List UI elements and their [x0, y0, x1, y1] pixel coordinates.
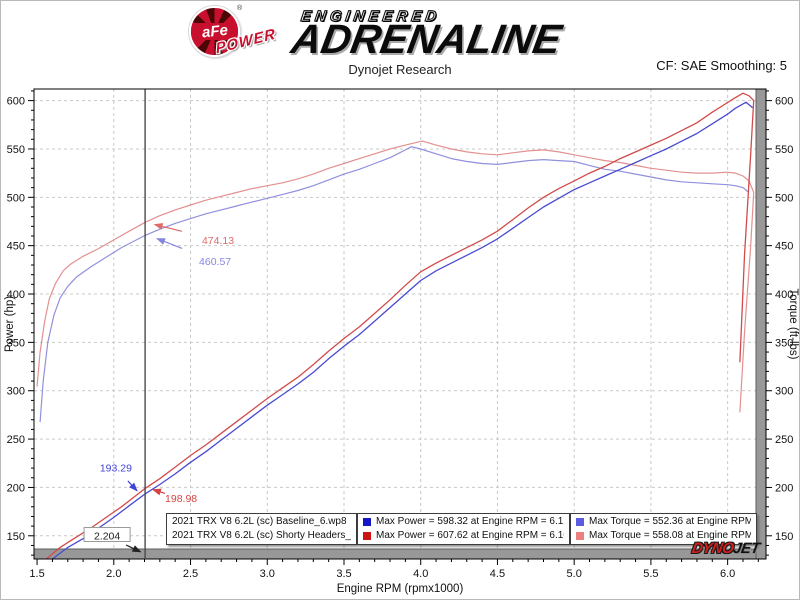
y-tick-label-right: 300 [775, 386, 793, 398]
legend-max-power-baseline: Max Power = 598.32 at Engine RPM = 6.12 [363, 515, 564, 529]
y-tick-label-right: 350 [775, 337, 793, 349]
legend-run-name-baseline: 2021 TRX V8 6.2L (sc) Baseline_6.wp8 [172, 516, 347, 527]
dynojet-logo-dyno: DYNO [690, 540, 735, 557]
legend-max-power-baseline-text: Max Power = 598.32 at Engine RPM = 6.12 [376, 516, 564, 527]
y-tick-label-left: 300 [7, 386, 25, 398]
legend: 2021 TRX V8 6.2L (sc) Baseline_6.wp8 202… [166, 513, 757, 545]
legend-max-power: Max Power = 598.32 at Engine RPM = 6.12 … [357, 513, 570, 545]
left-axis-title: Power (hp) [4, 296, 16, 352]
y-tick-label-left: 150 [7, 531, 25, 543]
x-tick-label: 2.0 [106, 568, 121, 580]
x-tick-label: 3.0 [260, 568, 275, 580]
dynojet-logo-jet: JET [731, 540, 761, 557]
annotation-label: 193.29 [100, 462, 132, 474]
smoothing-setting-label: CF: SAE Smoothing: 5 [656, 58, 787, 73]
annotation-arrow [125, 544, 142, 553]
x-axis-title: Engine RPM (rpmx1000) [337, 583, 464, 595]
torque-shorty-curve [36, 140, 755, 413]
torque-baseline-swatch [576, 518, 584, 526]
power-shorty-curve [45, 92, 755, 559]
right-axis-bar [755, 88, 767, 560]
legend-run-name-shorty: 2021 TRX V8 6.2L (sc) Shorty Headers_0.w… [172, 530, 351, 541]
x-tick-label: 4.0 [413, 568, 428, 580]
torque-baseline-curve [39, 146, 749, 423]
power-shorty-swatch [363, 532, 371, 540]
registered-mark: ® [237, 5, 243, 12]
y-tick-label-right: 250 [775, 434, 793, 446]
x-tick-label: 4.5 [490, 568, 505, 580]
y-tick-label-right: 600 [775, 96, 793, 108]
axis-ticks [28, 90, 772, 565]
legend-max-torque-shorty: Max Torque = 558.08 at Engine RPM = 4.01 [576, 529, 751, 543]
dynojet-research-subtitle: Dynojet Research [348, 62, 452, 77]
y-tick-label-right: 200 [775, 482, 793, 494]
y-tick-label-right: 400 [775, 289, 793, 301]
y-tick-label-left: 500 [7, 192, 25, 204]
gridlines [34, 89, 766, 559]
right-axis-title: Torque (ft-lbs) [787, 289, 799, 360]
y-tick-label-right: 150 [775, 531, 793, 543]
legend-max-power-shorty: Max Power = 607.62 at Engine RPM = 6.10 [363, 529, 564, 543]
afe-power-logo-badge: aFe [189, 6, 240, 57]
legend-max-power-shorty-text: Max Power = 607.62 at Engine RPM = 6.10 [376, 530, 564, 541]
legend-max-torque-baseline: Max Torque = 552.36 at Engine RPM = 3.94 [576, 515, 751, 529]
y-tick-label-left: 350 [7, 337, 25, 349]
curves [36, 92, 755, 559]
y-tick-label-left: 550 [7, 144, 25, 156]
y-tick-label-right: 500 [775, 192, 793, 204]
x-tick-label: 5.0 [567, 568, 582, 580]
x-tick-label: 6.0 [720, 568, 735, 580]
power-baseline-swatch [363, 518, 371, 526]
afe-logo-band: aFe [191, 22, 238, 41]
y-tick-label-right: 550 [775, 144, 793, 156]
x-tick-label: 1.5 [29, 568, 44, 580]
annotation-label: 2.204 [94, 531, 120, 543]
dynojet-logo: DYNOJET [691, 540, 761, 557]
plot-background [34, 89, 766, 559]
x-tick-label: 3.5 [336, 568, 351, 580]
annotation-arrow [127, 480, 138, 492]
y-tick-label-left: 200 [7, 482, 25, 494]
x-tick-label: 2.5 [183, 568, 198, 580]
annotation-arrow [151, 488, 166, 496]
cursor-value-box [83, 527, 131, 542]
annotation-arrow [153, 223, 183, 232]
legend-run-names: 2021 TRX V8 6.2L (sc) Baseline_6.wp8 202… [166, 513, 357, 545]
annotation-label: 198.98 [165, 493, 197, 505]
bottom-axis-bar [33, 548, 767, 560]
legend-max-torque-baseline-text: Max Torque = 552.36 at Engine RPM = 3.94 [589, 516, 751, 527]
legend-max-torque-shorty-text: Max Torque = 558.08 at Engine RPM = 4.01 [589, 530, 751, 541]
annotations: 474.13 460.57 193.29 198.98 2.204 [83, 223, 234, 553]
y-tick-label-left: 250 [7, 434, 25, 446]
legend-max-torque: Max Torque = 552.36 at Engine RPM = 3.94… [570, 513, 757, 545]
torque-shorty-swatch [576, 532, 584, 540]
y-tick-label-left: 400 [7, 289, 25, 301]
axis-tick-labels: 150 150 200 200 250 250 300 300 350 350 400 400 450 4… [7, 96, 794, 580]
annotation-arrow [156, 238, 183, 250]
y-tick-label-left: 600 [7, 96, 25, 108]
y-tick-label-left: 450 [7, 241, 25, 253]
x-tick-label: 5.5 [643, 568, 658, 580]
plot-frame [33, 88, 767, 560]
annotation-label: 474.13 [202, 235, 234, 247]
annotation-label: 460.57 [199, 256, 231, 268]
y-tick-label-right: 450 [775, 241, 793, 253]
power-baseline-curve [51, 101, 753, 559]
